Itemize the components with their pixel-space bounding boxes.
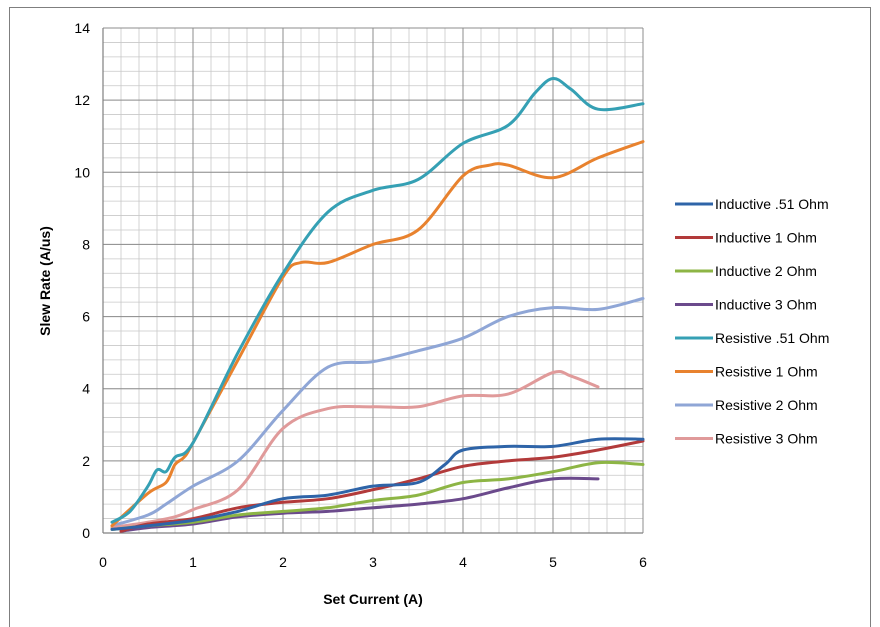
series-line-resistive-1-ohm xyxy=(110,140,645,528)
y-axis-title: Slew Rate (A/us) xyxy=(37,226,53,336)
series-lines xyxy=(110,76,645,533)
legend: Inductive .51 Ohm Inductive 1 Ohm Inductiv… xyxy=(675,196,829,447)
x-tick-label: 5 xyxy=(549,554,557,570)
series-line-inductive-1-ohm xyxy=(119,439,645,533)
y-tick-label: 10 xyxy=(74,164,90,180)
series-line-resistive-2-ohm xyxy=(110,297,645,528)
x-axis-title: Set Current (A) xyxy=(323,591,423,607)
series-line-inductive-51-ohm xyxy=(110,437,645,531)
legend-label-resistive-1-ohm: Resistive 1 Ohm xyxy=(715,364,818,380)
y-tick-label: 6 xyxy=(82,309,90,325)
series-line-inductive-3-ohm xyxy=(119,476,600,533)
legend-label-inductive-3-ohm: Inductive 3 Ohm xyxy=(715,297,817,313)
legend-label-resistive-51-ohm: Resistive .51 Ohm xyxy=(715,330,829,346)
legend-label-inductive-2-ohm: Inductive 2 Ohm xyxy=(715,263,817,279)
y-tick-label: 2 xyxy=(82,453,90,469)
series-line-inductive-2-ohm xyxy=(110,460,645,531)
x-tick-label: 1 xyxy=(189,554,197,570)
legend-label-resistive-2-ohm: Resistive 2 Ohm xyxy=(715,397,818,413)
y-tick-label: 14 xyxy=(74,20,90,36)
chart-frame xyxy=(9,7,871,627)
y-tick-label: 12 xyxy=(74,92,90,108)
legend-label-inductive-1-ohm: Inductive 1 Ohm xyxy=(715,230,817,246)
series-line-resistive-51-ohm xyxy=(110,76,645,524)
legend-label-resistive-3-ohm: Resistive 3 Ohm xyxy=(715,431,818,447)
x-tick-label: 4 xyxy=(459,554,467,570)
y-tick-label: 4 xyxy=(82,381,90,397)
series-line-resistive-3-ohm xyxy=(110,369,600,530)
y-tick-label: 8 xyxy=(82,236,90,252)
x-tick-label: 2 xyxy=(279,554,287,570)
x-tick-label: 6 xyxy=(639,554,647,570)
legend-label-inductive-51-ohm: Inductive .51 Ohm xyxy=(715,196,829,212)
y-tick-label: 0 xyxy=(82,525,90,541)
x-tick-label: 0 xyxy=(99,554,107,570)
x-tick-label: 3 xyxy=(369,554,377,570)
